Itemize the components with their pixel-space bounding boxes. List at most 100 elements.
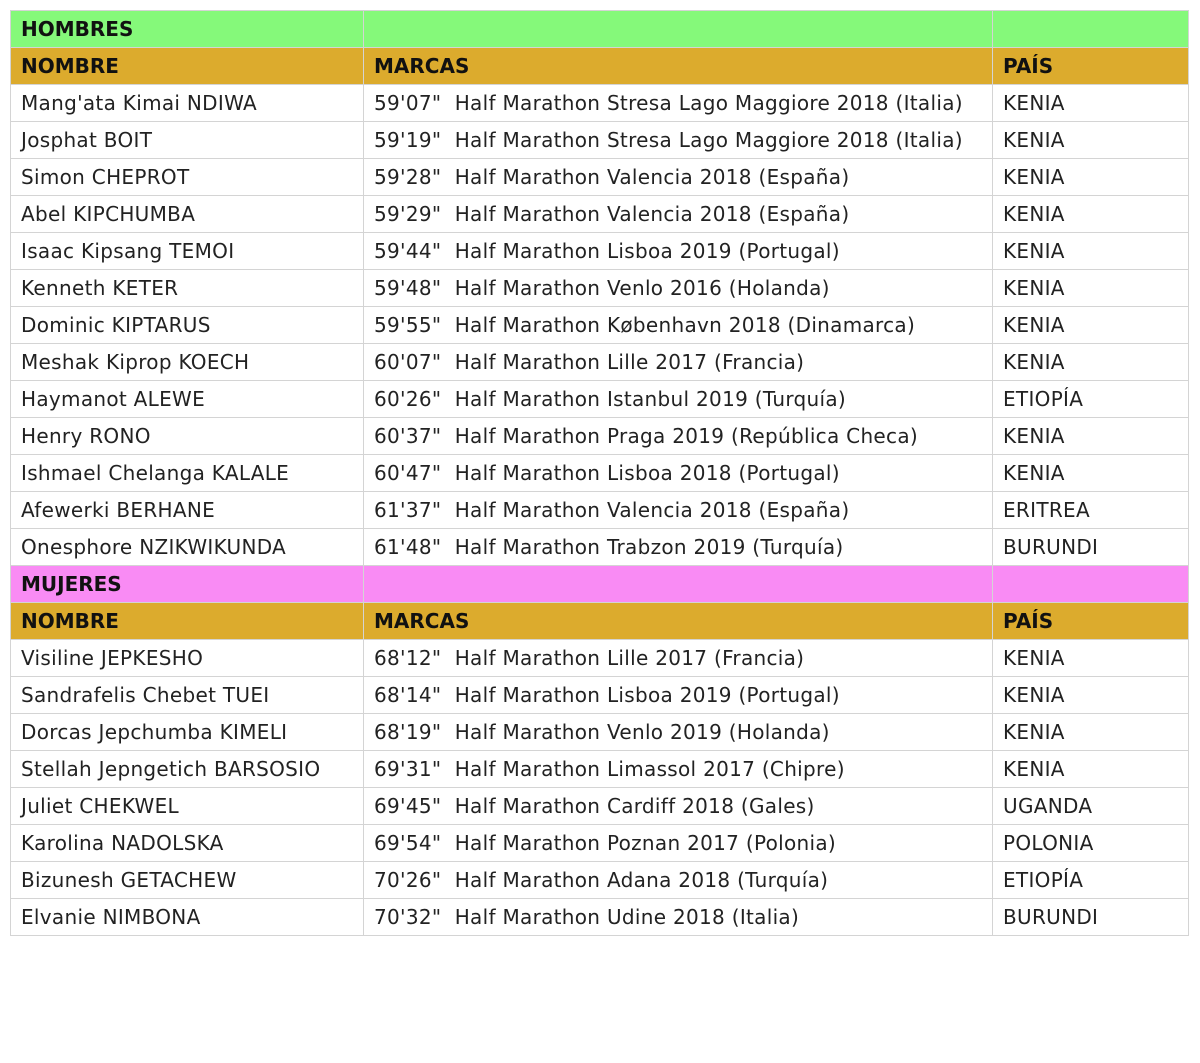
athlete-name: Kenneth KETER xyxy=(10,269,364,307)
country: KENIA xyxy=(992,454,1189,492)
records-table: HOMBRES NOMBRE MARCAS PAÍS Mang'ata Kimai ND… xyxy=(10,10,1189,936)
country: KENIA xyxy=(992,232,1189,270)
country: KENIA xyxy=(992,343,1189,381)
athlete-name: Onesphore NZIKWIKUNDA xyxy=(10,528,364,566)
mark: 60'26" Half Marathon Istanbul 2019 (Turq… xyxy=(363,380,993,418)
mark: 59'28" Half Marathon Valencia 2018 (Espa… xyxy=(363,158,993,196)
athlete-name: Bizunesh GETACHEW xyxy=(10,861,364,899)
empty-cell xyxy=(363,10,993,48)
section-title: MUJERES xyxy=(10,565,364,603)
mark: 60'47" Half Marathon Lisboa 2018 (Portug… xyxy=(363,454,993,492)
country: KENIA xyxy=(992,269,1189,307)
column-header: MARCAS xyxy=(363,47,993,85)
country: KENIA xyxy=(992,84,1189,122)
section-title: HOMBRES xyxy=(10,10,364,48)
column-header: NOMBRE xyxy=(10,47,364,85)
empty-cell xyxy=(992,565,1189,603)
mark: 59'55" Half Marathon København 2018 (Din… xyxy=(363,306,993,344)
athlete-name: Mang'ata Kimai NDIWA xyxy=(10,84,364,122)
country: KENIA xyxy=(992,195,1189,233)
mark: 61'37" Half Marathon Valencia 2018 (Espa… xyxy=(363,491,993,529)
data-row: Juliet CHEKWEL 69'45" Half Marathon Cardi… xyxy=(10,787,1189,825)
country: BURUNDI xyxy=(992,898,1189,936)
athlete-name: Dominic KIPTARUS xyxy=(10,306,364,344)
country: KENIA xyxy=(992,676,1189,714)
mark: 60'07" Half Marathon Lille 2017 (Francia… xyxy=(363,343,993,381)
country: BURUNDI xyxy=(992,528,1189,566)
mark: 68'19" Half Marathon Venlo 2019 (Holanda… xyxy=(363,713,993,751)
athlete-name: Elvanie NIMBONA xyxy=(10,898,364,936)
country: ETIOPÍA xyxy=(992,861,1189,899)
data-row: Onesphore NZIKWIKUNDA 61'48" Half Maratho… xyxy=(10,528,1189,566)
mark: 70'26" Half Marathon Adana 2018 (Turquía… xyxy=(363,861,993,899)
empty-cell xyxy=(992,10,1189,48)
mark: 59'07" Half Marathon Stresa Lago Maggior… xyxy=(363,84,993,122)
mark: 59'29" Half Marathon Valencia 2018 (Espa… xyxy=(363,195,993,233)
athlete-name: Sandrafelis Chebet TUEI xyxy=(10,676,364,714)
data-row: Sandrafelis Chebet TUEI 68'14" Half Marat… xyxy=(10,676,1189,714)
athlete-name: Henry RONO xyxy=(10,417,364,455)
data-row: Visiline JEPKESHO 68'12" Half Marathon Li… xyxy=(10,639,1189,677)
country: KENIA xyxy=(992,306,1189,344)
data-row: Dominic KIPTARUS 59'55" Half Marathon Køb… xyxy=(10,306,1189,344)
country: POLONIA xyxy=(992,824,1189,862)
data-row: Bizunesh GETACHEW 70'26" Half Marathon Ad… xyxy=(10,861,1189,899)
column-header: NOMBRE xyxy=(10,602,364,640)
data-row: Karolina NADOLSKA 69'54" Half Marathon Po… xyxy=(10,824,1189,862)
data-row: Ishmael Chelanga KALALE 60'47" Half Marat… xyxy=(10,454,1189,492)
data-row: Elvanie NIMBONA 70'32" Half Marathon Udin… xyxy=(10,898,1189,936)
country: KENIA xyxy=(992,121,1189,159)
country: KENIA xyxy=(992,158,1189,196)
column-header: MARCAS xyxy=(363,602,993,640)
mark: 60'37" Half Marathon Praga 2019 (Repúbli… xyxy=(363,417,993,455)
mark: 59'48" Half Marathon Venlo 2016 (Holanda… xyxy=(363,269,993,307)
column-header: PAÍS xyxy=(992,47,1189,85)
athlete-name: Simon CHEPROT xyxy=(10,158,364,196)
mark: 70'32" Half Marathon Udine 2018 (Italia) xyxy=(363,898,993,936)
mark: 59'44" Half Marathon Lisboa 2019 (Portug… xyxy=(363,232,993,270)
country: KENIA xyxy=(992,417,1189,455)
section-row: HOMBRES xyxy=(10,10,1189,48)
athlete-name: Stellah Jepngetich BARSOSIO xyxy=(10,750,364,788)
data-row: Henry RONO 60'37" Half Marathon Praga 201… xyxy=(10,417,1189,455)
country: KENIA xyxy=(992,713,1189,751)
mark: 69'45" Half Marathon Cardiff 2018 (Gales… xyxy=(363,787,993,825)
country: ERITREA xyxy=(992,491,1189,529)
mark: 59'19" Half Marathon Stresa Lago Maggior… xyxy=(363,121,993,159)
country: KENIA xyxy=(992,750,1189,788)
mark: 68'14" Half Marathon Lisboa 2019 (Portug… xyxy=(363,676,993,714)
data-row: Meshak Kiprop KOECH 60'07" Half Marathon … xyxy=(10,343,1189,381)
empty-cell xyxy=(363,565,993,603)
header-row: NOMBRE MARCAS PAÍS xyxy=(10,602,1189,640)
mark: 68'12" Half Marathon Lille 2017 (Francia… xyxy=(363,639,993,677)
athlete-name: Isaac Kipsang TEMOI xyxy=(10,232,364,270)
data-row: Haymanot ALEWE 60'26" Half Marathon Istan… xyxy=(10,380,1189,418)
country: KENIA xyxy=(992,639,1189,677)
mark: 69'31" Half Marathon Limassol 2017 (Chip… xyxy=(363,750,993,788)
athlete-name: Karolina NADOLSKA xyxy=(10,824,364,862)
column-header: PAÍS xyxy=(992,602,1189,640)
data-row: Simon CHEPROT 59'28" Half Marathon Valenc… xyxy=(10,158,1189,196)
athlete-name: Juliet CHEKWEL xyxy=(10,787,364,825)
athlete-name: Visiline JEPKESHO xyxy=(10,639,364,677)
data-row: Kenneth KETER 59'48" Half Marathon Venlo … xyxy=(10,269,1189,307)
data-row: Abel KIPCHUMBA 59'29" Half Marathon Valen… xyxy=(10,195,1189,233)
country: ETIOPÍA xyxy=(992,380,1189,418)
data-row: Stellah Jepngetich BARSOSIO 69'31" Half M… xyxy=(10,750,1189,788)
mark: 61'48" Half Marathon Trabzon 2019 (Turqu… xyxy=(363,528,993,566)
data-row: Dorcas Jepchumba KIMELI 68'19" Half Marat… xyxy=(10,713,1189,751)
country: UGANDA xyxy=(992,787,1189,825)
data-row: Afewerki BERHANE 61'37" Half Marathon Val… xyxy=(10,491,1189,529)
athlete-name: Dorcas Jepchumba KIMELI xyxy=(10,713,364,751)
athlete-name: Abel KIPCHUMBA xyxy=(10,195,364,233)
data-row: Isaac Kipsang TEMOI 59'44" Half Marathon … xyxy=(10,232,1189,270)
athlete-name: Ishmael Chelanga KALALE xyxy=(10,454,364,492)
header-row: NOMBRE MARCAS PAÍS xyxy=(10,47,1189,85)
data-row: Mang'ata Kimai NDIWA 59'07" Half Marathon… xyxy=(10,84,1189,122)
mark: 69'54" Half Marathon Poznan 2017 (Poloni… xyxy=(363,824,993,862)
athlete-name: Meshak Kiprop KOECH xyxy=(10,343,364,381)
athlete-name: Haymanot ALEWE xyxy=(10,380,364,418)
athlete-name: Afewerki BERHANE xyxy=(10,491,364,529)
section-row: MUJERES xyxy=(10,565,1189,603)
data-row: Josphat BOIT 59'19" Half Marathon Stresa … xyxy=(10,121,1189,159)
